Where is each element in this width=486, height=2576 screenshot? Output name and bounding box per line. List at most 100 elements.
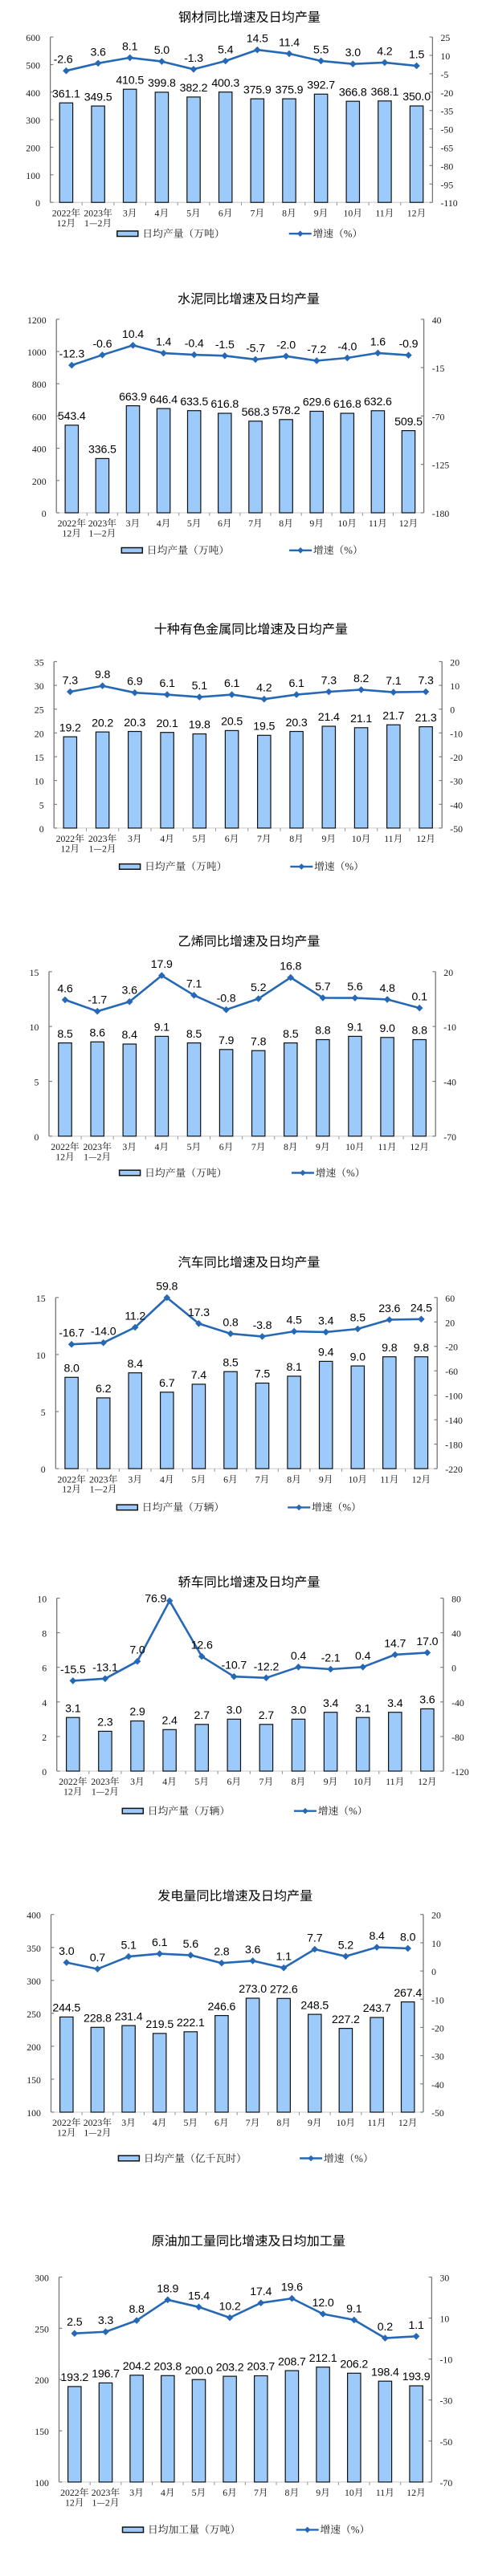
svg-text:-80: -80 (451, 1730, 464, 1744)
svg-text:0.1: 0.1 (412, 991, 428, 1004)
svg-text:9.0: 9.0 (379, 1022, 395, 1035)
svg-text:钢材同比增速及日均产量: 钢材同比增速及日均产量 (178, 6, 321, 26)
svg-text:3.1: 3.1 (355, 1702, 371, 1715)
svg-text:23.6: 23.6 (378, 1302, 400, 1315)
svg-text:15: 15 (36, 1291, 46, 1305)
svg-text:日均产量（万吨）: 日均产量（万吨） (145, 1164, 227, 1180)
svg-text:193.9: 193.9 (402, 2371, 431, 2383)
svg-text:10: 10 (441, 49, 451, 63)
svg-text:382.2: 382.2 (180, 82, 208, 95)
svg-text:246.6: 246.6 (208, 2001, 236, 2013)
svg-text:2: 2 (42, 1730, 47, 1744)
svg-text:4月: 4月 (153, 2115, 167, 2129)
svg-text:日均产量（万辆）: 日均产量（万辆） (148, 1802, 230, 1818)
svg-text:5.4: 5.4 (218, 44, 234, 57)
svg-text:3.0: 3.0 (227, 1704, 243, 1717)
svg-text:-14.0: -14.0 (91, 1326, 116, 1339)
svg-text:6.1: 6.1 (288, 677, 304, 690)
svg-text:206.2: 206.2 (340, 2359, 368, 2371)
svg-text:7月: 7月 (259, 1774, 274, 1788)
svg-text:10: 10 (36, 1348, 46, 1362)
svg-text:轿车同比增速及日均产量: 轿车同比增速及日均产量 (178, 1571, 320, 1591)
svg-text:12月: 12月 (418, 1774, 437, 1788)
svg-text:2.5: 2.5 (67, 2316, 83, 2329)
svg-text:7月: 7月 (250, 205, 264, 219)
svg-text:9月: 9月 (308, 2115, 322, 2129)
svg-text:646.4: 646.4 (149, 393, 178, 406)
svg-text:9.1: 9.1 (154, 1022, 170, 1034)
svg-text:40: 40 (451, 1627, 461, 1640)
svg-text:12月: 12月 (398, 2115, 418, 2129)
svg-text:200: 200 (27, 2040, 41, 2054)
svg-text:-5.7: -5.7 (246, 342, 265, 355)
svg-text:5月: 5月 (187, 1140, 202, 1153)
svg-text:12月: 12月 (406, 2485, 426, 2499)
svg-text:300: 300 (26, 113, 40, 127)
svg-text:5月: 5月 (192, 2485, 206, 2499)
svg-text:10月: 10月 (348, 1472, 367, 1485)
svg-text:16.8: 16.8 (280, 961, 301, 973)
svg-text:410.5: 410.5 (116, 74, 144, 87)
svg-text:9.8: 9.8 (382, 1342, 398, 1355)
svg-text:-10: -10 (431, 1993, 444, 2006)
svg-text:3.0: 3.0 (345, 47, 361, 59)
svg-text:7.8: 7.8 (251, 1035, 267, 1048)
svg-text:3.6: 3.6 (419, 1694, 435, 1707)
svg-text:0: 0 (41, 1462, 46, 1476)
svg-text:-0.6: -0.6 (92, 338, 112, 351)
svg-text:35: 35 (35, 655, 44, 668)
svg-text:60: 60 (445, 1291, 455, 1305)
svg-text:3月: 3月 (130, 1774, 145, 1788)
svg-text:633.5: 633.5 (180, 396, 208, 408)
svg-text:12.0: 12.0 (312, 2297, 334, 2310)
svg-text:8.5: 8.5 (223, 1356, 239, 1369)
svg-text:7月: 7月 (251, 1140, 266, 1153)
svg-text:3月: 3月 (122, 1140, 137, 1153)
svg-text:-0.4: -0.4 (185, 338, 204, 351)
svg-text:76.9: 76.9 (145, 1593, 166, 1606)
svg-text:24.5: 24.5 (410, 1302, 432, 1314)
svg-text:9月: 9月 (319, 1472, 333, 1485)
svg-text:203.7: 203.7 (247, 2361, 275, 2374)
svg-text:10: 10 (450, 679, 459, 693)
svg-text:8月: 8月 (285, 2485, 300, 2499)
svg-text:-20: -20 (450, 750, 463, 764)
svg-text:-50: -50 (441, 123, 454, 136)
svg-text:8.8: 8.8 (129, 2303, 145, 2316)
svg-text:8.1: 8.1 (286, 1361, 302, 1374)
svg-text:5.6: 5.6 (183, 1938, 199, 1951)
svg-text:-30: -30 (431, 2050, 444, 2063)
svg-text:11月: 11月 (376, 2485, 394, 2499)
svg-text:-95: -95 (441, 177, 454, 191)
svg-text:5月: 5月 (186, 205, 201, 219)
svg-text:20.5: 20.5 (221, 716, 243, 729)
svg-text:19.8: 19.8 (189, 719, 210, 732)
svg-text:4月: 4月 (160, 831, 174, 845)
svg-text:4月: 4月 (160, 1472, 174, 1485)
svg-text:-2.6: -2.6 (54, 54, 73, 67)
svg-text:-2.1: -2.1 (321, 1652, 341, 1665)
svg-text:193.2: 193.2 (60, 2371, 88, 2384)
svg-text:248.5: 248.5 (300, 1999, 329, 2012)
svg-text:8.4: 8.4 (369, 1930, 385, 1943)
svg-text:3.4: 3.4 (323, 1697, 339, 1710)
svg-text:-220: -220 (445, 1462, 463, 1476)
svg-text:6月: 6月 (218, 516, 232, 530)
svg-text:400: 400 (27, 1908, 41, 1922)
svg-text:-180: -180 (432, 506, 450, 520)
svg-text:-12.2: -12.2 (254, 1660, 280, 1673)
svg-text:375.9: 375.9 (276, 83, 304, 96)
svg-text:9.8: 9.8 (414, 1342, 430, 1355)
svg-text:2023年: 2023年 (88, 831, 117, 845)
svg-text:1.1: 1.1 (276, 1951, 292, 1964)
svg-text:20: 20 (35, 726, 44, 740)
svg-text:原油加工量同比增速及日均加工量: 原油加工量同比增速及日均加工量 (152, 2230, 345, 2249)
svg-text:208.7: 208.7 (278, 2355, 306, 2368)
svg-text:-10.7: -10.7 (222, 1660, 247, 1672)
svg-text:196.7: 196.7 (92, 2368, 120, 2381)
svg-text:272.6: 272.6 (270, 1984, 298, 1997)
svg-text:5.1: 5.1 (120, 1940, 137, 1952)
svg-text:11.2: 11.2 (125, 1310, 145, 1323)
svg-text:336.5: 336.5 (88, 444, 116, 457)
svg-text:267.4: 267.4 (394, 1987, 422, 2000)
